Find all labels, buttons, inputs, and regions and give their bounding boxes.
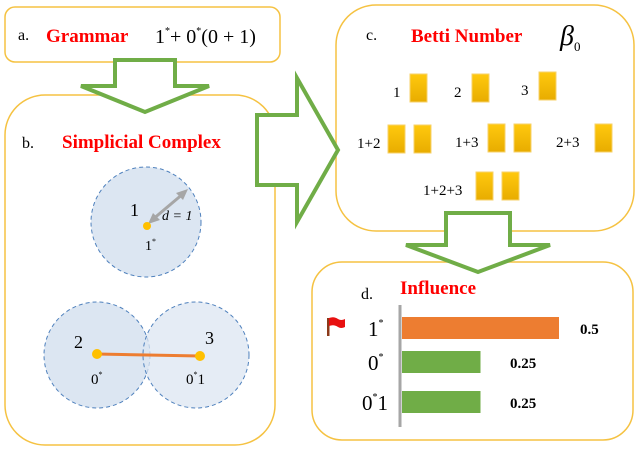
panel-c-letter: c. [366, 27, 377, 44]
vertex-3-label: 3 [205, 328, 214, 348]
component-square [487, 123, 506, 153]
vertex-1-label: 1 [130, 200, 139, 220]
influence-token: 0*1 [362, 391, 388, 415]
arrow-a-to-b [80, 58, 210, 115]
distance-arrow-icon [148, 189, 188, 224]
influence-row: 0*1 0.25 [362, 391, 536, 415]
betti-group: 1+3 [455, 123, 532, 153]
influence-value: 0.5 [580, 322, 599, 338]
arrow-b-to-c [255, 70, 341, 230]
influence-value: 0.25 [510, 356, 536, 372]
betti-symbol: β0 [559, 21, 580, 54]
betti-group: 2 [454, 73, 490, 103]
vertex-2-token: 0* [91, 370, 103, 388]
betti-group-label: 1+2+3 [423, 183, 462, 199]
betti-group-label: 2 [454, 85, 462, 101]
betti-group-label: 2+3 [556, 135, 579, 151]
arrow-c-to-d [405, 211, 551, 275]
influence-token: 0* [368, 351, 384, 375]
influence-bar [402, 391, 481, 413]
panel-betti-number: c. Betti Number β0 1 2 3 1+2 1+3 2+3 1+2+3 [335, 4, 635, 232]
panel-simplicial-complex: b. Simplicial Complex 1 d = 1 1* 2 3 0* … [4, 94, 276, 446]
vertex-1-token: 1* [145, 237, 156, 254]
component-square [409, 73, 428, 103]
betti-group-label: 3 [521, 83, 529, 99]
neighborhood-circle-1 [90, 166, 202, 278]
betti-group: 3 [521, 71, 557, 101]
component-square [538, 71, 557, 101]
influence-bar [402, 351, 481, 373]
betti-groups: 1 2 3 1+2 1+3 2+3 1+2+3 [357, 71, 613, 201]
betti-group: 1 [393, 73, 428, 103]
component-square [387, 124, 406, 154]
panel-d-letter: d. [361, 286, 373, 303]
betti-group-label: 1+3 [455, 135, 478, 151]
grammar-expression: 1*+ 0*(0 + 1) [155, 26, 256, 48]
influence-value: 0.25 [510, 396, 536, 412]
vertex-2-label: 2 [74, 332, 83, 352]
vertex-2 [92, 349, 102, 359]
flag-icon [327, 317, 345, 336]
vertex-3-token: 0*1 [186, 370, 205, 388]
component-square [413, 124, 432, 154]
betti-group-label: 1+2 [357, 136, 380, 152]
betti-group: 2+3 [556, 123, 613, 153]
betti-group-label: 1 [393, 85, 401, 101]
betti-group: 1+2 [357, 124, 432, 154]
panel-influence: d. Influence 1* 0.5 0* 0.25 0*1 0.25 [311, 261, 634, 441]
influence-row: 0* 0.25 [368, 351, 536, 375]
panel-grammar: a. Grammar 1*+ 0*(0 + 1) [4, 6, 281, 63]
component-square [501, 171, 520, 201]
influence-bar [402, 317, 559, 339]
component-square [475, 171, 494, 201]
component-square [471, 73, 490, 103]
influence-bars: 1* 0.5 0* 0.25 0*1 0.25 [327, 317, 599, 415]
betti-group: 1+2+3 [423, 171, 520, 201]
component-square [513, 123, 532, 153]
component-square [594, 123, 613, 153]
influence-token: 1* [368, 317, 384, 341]
edge-2-3 [96, 352, 201, 358]
vertex-1 [143, 222, 151, 230]
distance-label: d = 1 [162, 209, 192, 224]
influence-row: 1* 0.5 [327, 317, 599, 341]
panel-a-title: Grammar [46, 26, 129, 47]
panel-b-letter: b. [22, 135, 34, 152]
panel-c-title: Betti Number [411, 26, 523, 47]
panel-b-title: Simplicial Complex [62, 132, 221, 153]
panel-a-letter: a. [18, 27, 29, 44]
vertex-3 [195, 351, 205, 361]
panel-d-title: Influence [400, 278, 476, 299]
